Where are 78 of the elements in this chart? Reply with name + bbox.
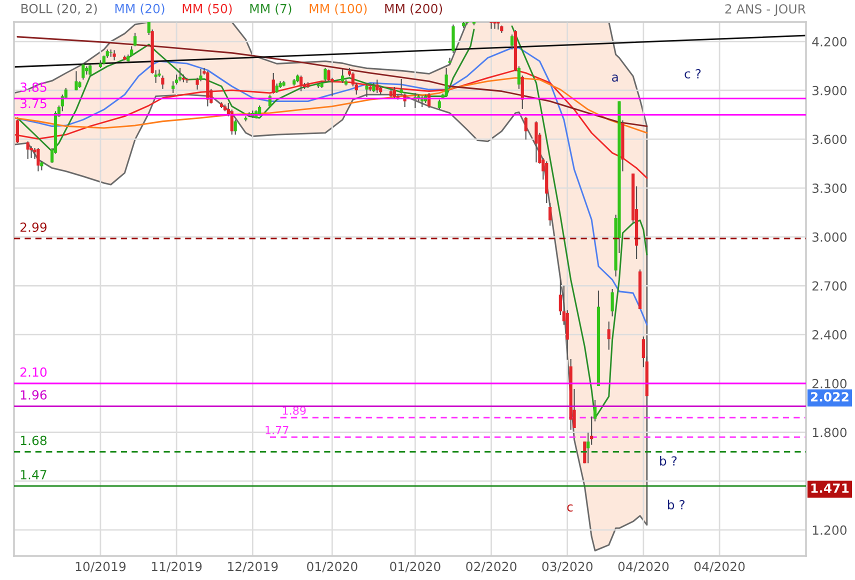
candlestick bbox=[244, 116, 248, 122]
candlestick bbox=[438, 99, 441, 110]
y-tick-label: 1.800 bbox=[812, 428, 847, 438]
text: 2.022 bbox=[810, 392, 848, 402]
line-series bbox=[16, 36, 648, 127]
candlestick bbox=[400, 78, 403, 94]
candlestick bbox=[272, 72, 275, 94]
ref-line-label: 3.75 bbox=[20, 98, 46, 108]
x-tick-label: 01/2020 bbox=[390, 562, 440, 572]
annotation: a bbox=[612, 74, 618, 82]
candlestick bbox=[112, 50, 116, 61]
y-tick-label: 2.700 bbox=[812, 281, 847, 291]
y-tick-label: 1.200 bbox=[812, 525, 847, 535]
candlestick bbox=[161, 75, 164, 90]
line-series bbox=[14, 47, 648, 326]
candlestick bbox=[16, 119, 20, 144]
y-tick-label: 3.600 bbox=[812, 134, 847, 144]
candlestick bbox=[154, 70, 158, 84]
candlestick bbox=[448, 57, 452, 66]
candlestick bbox=[524, 116, 528, 140]
ref-line-label: 2.10 bbox=[20, 367, 47, 377]
candlestick bbox=[510, 34, 514, 50]
candlestick bbox=[365, 82, 368, 98]
candlestick bbox=[30, 146, 33, 158]
candlestick bbox=[26, 140, 30, 160]
y-tick-label: 2.400 bbox=[812, 330, 847, 340]
x-tick-label: 12/2019 bbox=[228, 562, 278, 572]
candlestick bbox=[275, 82, 278, 94]
candlestick bbox=[493, 22, 496, 30]
candlestick bbox=[444, 67, 448, 97]
text: MM (50) bbox=[182, 4, 232, 15]
text: MM (7) bbox=[250, 4, 292, 15]
candlestick bbox=[392, 86, 396, 100]
candlestick bbox=[324, 67, 327, 82]
candlestick bbox=[133, 32, 137, 47]
candlestick bbox=[548, 202, 552, 226]
candlestick bbox=[300, 75, 303, 92]
candlestick bbox=[82, 62, 85, 80]
legend-label: BOLL (20, 2) bbox=[21, 4, 97, 15]
x-tick-label: 04/2020 bbox=[694, 562, 745, 572]
text: MM (100) bbox=[310, 4, 367, 15]
y-tick-label: 3.000 bbox=[812, 232, 847, 242]
x-tick-label: 10/2019 bbox=[76, 562, 126, 572]
x-tick-label: 01/2020 bbox=[307, 562, 358, 572]
annotation: b ? bbox=[668, 500, 685, 510]
ref-line-label: 1.96 bbox=[20, 390, 47, 400]
candlestick bbox=[376, 79, 379, 94]
annotation: b ? bbox=[660, 456, 677, 466]
ref-line-label: 1.47 bbox=[20, 470, 46, 480]
y-tick-label: 3.300 bbox=[812, 184, 847, 193]
candlestick bbox=[490, 22, 493, 30]
candlestick bbox=[610, 288, 614, 317]
text: MM (200) bbox=[385, 4, 442, 15]
ref-line-label: 2.99 bbox=[20, 222, 47, 232]
x-tick-label: 11/2019 bbox=[152, 562, 202, 572]
candlestick bbox=[372, 82, 376, 93]
line-series bbox=[14, 69, 648, 179]
candlestick bbox=[74, 70, 78, 91]
x-tick-label: 03/2020 bbox=[542, 562, 592, 572]
ref-line-label: 1.68 bbox=[20, 436, 47, 446]
candlestick bbox=[36, 147, 40, 172]
candlestick bbox=[88, 64, 92, 76]
candlestick bbox=[172, 80, 175, 94]
annotation: 1.77 bbox=[266, 426, 288, 434]
text: MM (20) bbox=[115, 4, 164, 15]
annotation: c bbox=[567, 504, 573, 512]
y-tick-label: 3.900 bbox=[812, 86, 847, 96]
y-tick-label: 4.200 bbox=[812, 37, 847, 46]
x-tick-label: 02/2020 bbox=[466, 562, 516, 572]
annotation: c ? bbox=[684, 69, 701, 78]
text: 1.471 bbox=[811, 484, 849, 493]
candlestick bbox=[607, 321, 610, 350]
y-tick-label: 2.100 bbox=[812, 378, 847, 388]
candlestick bbox=[234, 119, 237, 136]
chart-subtitle: 2 ANS - JOUR bbox=[725, 4, 806, 16]
candlestick bbox=[534, 120, 538, 163]
candlestick bbox=[341, 68, 344, 84]
x-tick-label: 04/2020 bbox=[618, 562, 669, 572]
